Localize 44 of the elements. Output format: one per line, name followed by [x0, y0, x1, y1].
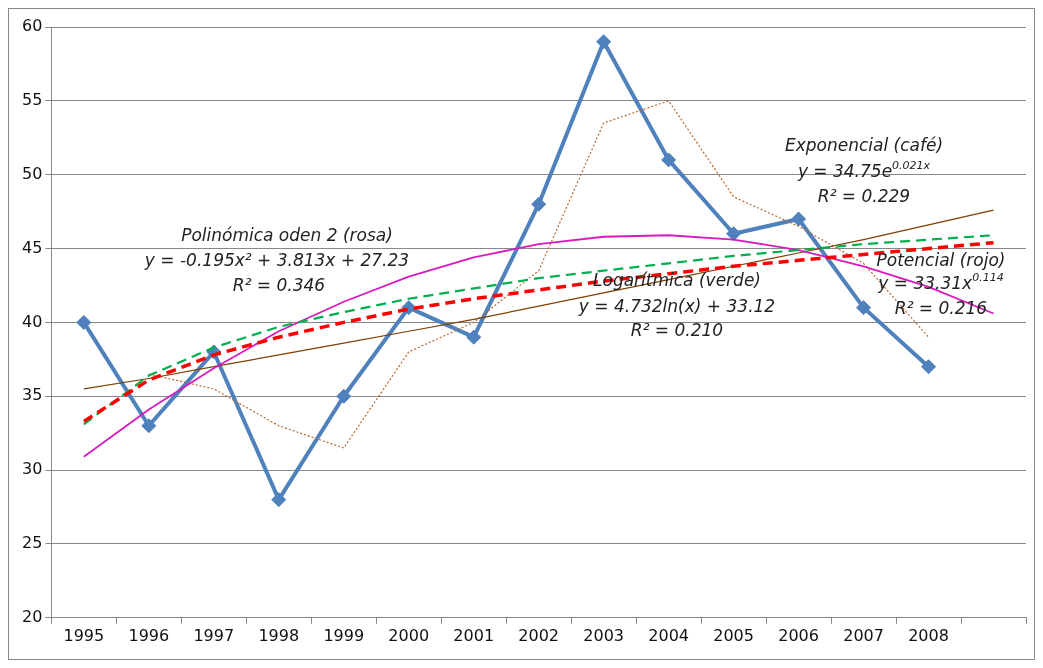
x-tick-label: 2006 [778, 625, 819, 645]
x-tick-label: 2008 [908, 625, 949, 645]
annotation: Potencial (rojo) [876, 250, 1006, 271]
annotation: y = 4.732ln(x) + 33.12 [577, 296, 776, 317]
x-tick-label: 1996 [128, 625, 170, 645]
point [856, 300, 872, 316]
x-tick-label: 2000 [388, 625, 430, 645]
point [141, 418, 157, 434]
x-tick-label: 1998 [258, 625, 300, 645]
y-tick-label: 25 [22, 533, 43, 553]
point [336, 388, 352, 404]
x-tick-label: 1997 [193, 625, 235, 645]
annotation: R² = 0.346 [232, 275, 326, 296]
annotation: R² = 0.229 [817, 186, 911, 207]
x-tick-label: 2005 [713, 625, 754, 645]
x-tick-label: 2003 [583, 625, 625, 645]
annotation: y = -0.195x² + 3.813x + 27.23 [143, 250, 410, 271]
x-tick-label: 2007 [843, 625, 884, 645]
y-tick-label: 30 [22, 459, 43, 479]
annotation: Exponencial (café) [784, 135, 944, 156]
annotation: Polinómica oden 2 (rosa) [181, 225, 393, 246]
x-tick-label: 2002 [518, 625, 560, 645]
y-tick-label: 50 [22, 163, 43, 183]
x-tick-label: 1995 [63, 625, 105, 645]
point [596, 34, 612, 50]
annotation: R² = 0.216 [894, 298, 988, 319]
y-tick-label: 40 [22, 311, 43, 331]
point [76, 314, 92, 330]
point [531, 196, 547, 212]
x-tick-label: 2004 [648, 625, 689, 645]
point [791, 211, 807, 227]
point [921, 359, 937, 375]
y-tick-label: 55 [22, 90, 43, 110]
y-tick-label: 60 [22, 16, 43, 36]
point [271, 492, 287, 508]
annotation: R² = 0.210 [630, 320, 724, 341]
y-tick-label: 20 [22, 606, 43, 626]
point [726, 226, 742, 242]
point [661, 152, 677, 168]
x-tick-label: 1999 [323, 625, 365, 645]
x-tick-label: 2001 [453, 625, 495, 645]
point [466, 329, 482, 345]
y-tick-label: 35 [22, 385, 43, 405]
y-tick-label: 45 [22, 237, 43, 257]
